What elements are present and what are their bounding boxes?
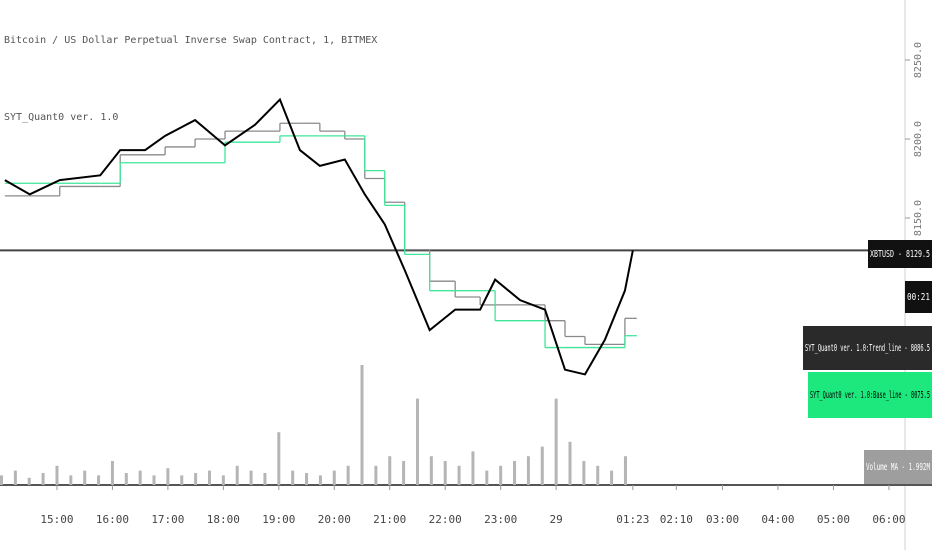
price-label: XBTUSD - 8129.5 bbox=[870, 249, 930, 260]
volume-bar bbox=[0, 475, 3, 485]
x-tick-label: 20:00 bbox=[318, 513, 351, 526]
volume-bar bbox=[27, 477, 31, 485]
volume-bar bbox=[499, 465, 503, 485]
volume-bar bbox=[360, 365, 364, 485]
volume-bar bbox=[443, 461, 447, 485]
volume-bar bbox=[69, 475, 73, 485]
volume-bar bbox=[305, 473, 309, 485]
volume-bar bbox=[249, 470, 253, 485]
price-label-box bbox=[803, 326, 932, 370]
indicator-title: SYT_Quant0 ver. 1.0 bbox=[4, 112, 118, 123]
volume-bar bbox=[485, 470, 489, 485]
x-tick-label: 29 bbox=[550, 513, 563, 526]
volume-bar bbox=[415, 398, 419, 485]
x-tick-label: 19:00 bbox=[262, 513, 295, 526]
price-label: SYT_Quant0 ver. 1.0:Base_line - 8075.5 bbox=[810, 390, 930, 401]
x-tick-label: 03:00 bbox=[706, 513, 739, 526]
price-label: SYT_Quant0 ver. 1.0:Trend_line - 8086.5 bbox=[805, 343, 930, 354]
x-tick-label: 05:00 bbox=[817, 513, 850, 526]
x-tick-label: 22:00 bbox=[429, 513, 462, 526]
volume-bar bbox=[180, 475, 184, 485]
volume-bar bbox=[166, 468, 170, 485]
volume-bar bbox=[83, 470, 87, 485]
price-label-box bbox=[864, 450, 932, 484]
volume-bar bbox=[623, 456, 627, 485]
volume-bar bbox=[596, 465, 600, 485]
volume-bar bbox=[41, 473, 45, 485]
volume-bar bbox=[471, 451, 475, 485]
price-line bbox=[4, 97, 634, 376]
volume-bar bbox=[291, 470, 295, 485]
volume-bar bbox=[221, 475, 225, 485]
price-label-box bbox=[868, 240, 932, 268]
volume-bar bbox=[374, 465, 378, 485]
volume-bar bbox=[332, 470, 336, 485]
chart-title: Bitcoin / US Dollar Perpetual Inverse Sw… bbox=[4, 35, 377, 46]
volume-bar bbox=[388, 456, 392, 485]
volume-bar bbox=[457, 465, 461, 485]
volume-bar bbox=[526, 456, 530, 485]
price-label: Volume MA - 1.992M bbox=[866, 462, 930, 473]
volume-bar bbox=[152, 475, 156, 485]
volume-bar bbox=[97, 475, 101, 485]
y-tick-label: 8150.0 bbox=[913, 200, 924, 236]
x-tick-label: 23:00 bbox=[484, 513, 517, 526]
x-tick-label: 18:00 bbox=[207, 513, 240, 526]
y-tick-label: 8200.0 bbox=[913, 121, 924, 157]
volume-bar bbox=[235, 465, 239, 485]
x-tick-label: 06:00 bbox=[872, 513, 905, 526]
volume-bar bbox=[554, 398, 558, 485]
volume-bar bbox=[277, 432, 281, 485]
volume-bar bbox=[318, 475, 322, 485]
volume-bar bbox=[194, 473, 198, 485]
price-label-box bbox=[808, 372, 932, 418]
y-tick-label: 8250.0 bbox=[913, 42, 924, 78]
volume-bar bbox=[402, 461, 406, 485]
x-tick-label: 17:00 bbox=[151, 513, 184, 526]
volume-bar bbox=[207, 470, 211, 485]
price-label-box bbox=[905, 281, 932, 313]
x-tick-label: 01:23 bbox=[616, 513, 649, 526]
x-tick-label: 16:00 bbox=[96, 513, 129, 526]
volume-bar bbox=[55, 465, 59, 485]
x-tick-label: 15:00 bbox=[40, 513, 73, 526]
volume-bar bbox=[610, 470, 614, 485]
x-tick-label: 02:10 bbox=[660, 513, 693, 526]
x-tick-label: 21:00 bbox=[373, 513, 406, 526]
volume-bar bbox=[138, 470, 142, 485]
x-tick-label: 04:00 bbox=[761, 513, 794, 526]
volume-bar bbox=[124, 473, 128, 485]
volume-bar bbox=[568, 441, 572, 485]
price-label: 00:21 bbox=[907, 292, 930, 303]
volume-bar bbox=[263, 473, 267, 485]
volume-bar bbox=[513, 461, 517, 485]
volume-bar bbox=[13, 470, 17, 485]
volume-bar bbox=[429, 456, 433, 485]
volume-bar bbox=[110, 461, 114, 485]
volume-bar bbox=[346, 465, 350, 485]
volume-bar bbox=[582, 461, 586, 485]
volume-bar bbox=[540, 446, 544, 485]
